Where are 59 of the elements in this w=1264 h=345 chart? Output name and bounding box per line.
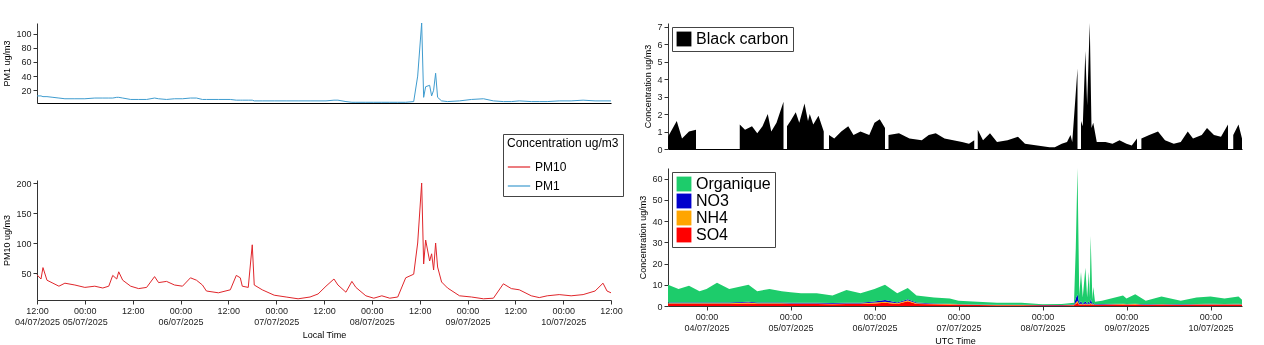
x-tick-label: 12:00 [217, 305, 241, 316]
x-tick-label: 12:00 [600, 305, 623, 316]
x-tick-label: 00:00 10/07/2025 [541, 305, 587, 327]
y-axis-title: PM1 ug/m3 [2, 40, 13, 87]
y-tick-label: 7 [657, 22, 663, 32]
y-tick-label: 6 [657, 39, 663, 50]
legend-label: PM1 [535, 179, 560, 193]
y-tick-label: 1 [657, 127, 663, 137]
x-axis-title: Local Time [302, 329, 347, 340]
legend-label: Black carbon [696, 30, 789, 47]
y-tick-label: 10 [652, 280, 663, 291]
y-tick-label: 5 [657, 57, 663, 67]
y-tick-label: 40 [21, 71, 32, 82]
x-tick-label: 00:00 08/07/2025 [349, 305, 395, 327]
y-tick-label: 100 [16, 238, 32, 249]
x-tick-label: 00:00 07/07/2025 [254, 305, 300, 327]
line-series [36, 22, 612, 103]
x-axis-title: UTC Time [935, 335, 976, 345]
x-tick-label: 12:00 [121, 305, 145, 316]
y-tick-label: 20 [652, 259, 663, 270]
y-tick-label: 0 [657, 144, 663, 155]
y-tick-label: 40 [652, 216, 663, 227]
y-tick-label: 20 [21, 85, 32, 96]
x-tick-label: 12:00 [313, 305, 336, 316]
x-tick-label: 00:00 10/07/2025 [1188, 311, 1234, 333]
x-tick-label: 00:00 05/07/2025 [768, 311, 814, 333]
legend-label: NH4 [696, 209, 729, 226]
y-tick-label: 4 [657, 74, 663, 85]
x-tick-label: 00:00 04/07/2025 [684, 311, 730, 333]
x-tick-label: 00:00 09/07/2025 [445, 305, 491, 327]
y-tick-label: 100 [16, 29, 32, 40]
x-tick-label: 00:00 07/07/2025 [936, 311, 982, 333]
y-tick-label: 2 [657, 109, 663, 120]
legend-label: PM10 [535, 160, 567, 174]
y-tick-label: 0 [657, 301, 663, 312]
y-tick-label: 50 [21, 268, 32, 279]
x-tick-label: 12:00 04/07/2025 [14, 305, 61, 327]
x-tick-label: 00:00 05/07/2025 [62, 305, 108, 327]
y-tick-label: 80 [21, 43, 32, 54]
legend-label: Organique [696, 175, 771, 192]
y-tick-label: 60 [652, 174, 663, 185]
y-tick-label: 30 [652, 237, 663, 248]
y-tick-label: 200 [16, 178, 32, 189]
x-tick-label: 00:00 08/07/2025 [1020, 311, 1066, 333]
x-tick-label: 00:00 06/07/2025 [852, 311, 898, 333]
x-tick-label: 00:00 06/07/2025 [158, 305, 204, 327]
y-tick-label: 50 [652, 195, 663, 206]
legend-title: Concentration ug/m3 [507, 136, 619, 150]
x-tick-label: 12:00 [408, 305, 432, 316]
x-tick-label: 00:00 09/07/2025 [1104, 311, 1150, 333]
y-tick-label: 60 [21, 57, 32, 68]
legend-label: NO3 [696, 192, 729, 209]
y-tick-label: 3 [657, 92, 663, 102]
y-axis-title: Concentration ug/m3 [638, 195, 649, 280]
y-tick-label: 150 [16, 208, 32, 219]
y-axis-title: Concentration ug/m3 [643, 44, 654, 129]
legend-label: SO4 [696, 226, 729, 243]
x-tick-label: 12:00 [504, 305, 528, 316]
y-axis-title: PM10 ug/m3 [2, 214, 13, 267]
